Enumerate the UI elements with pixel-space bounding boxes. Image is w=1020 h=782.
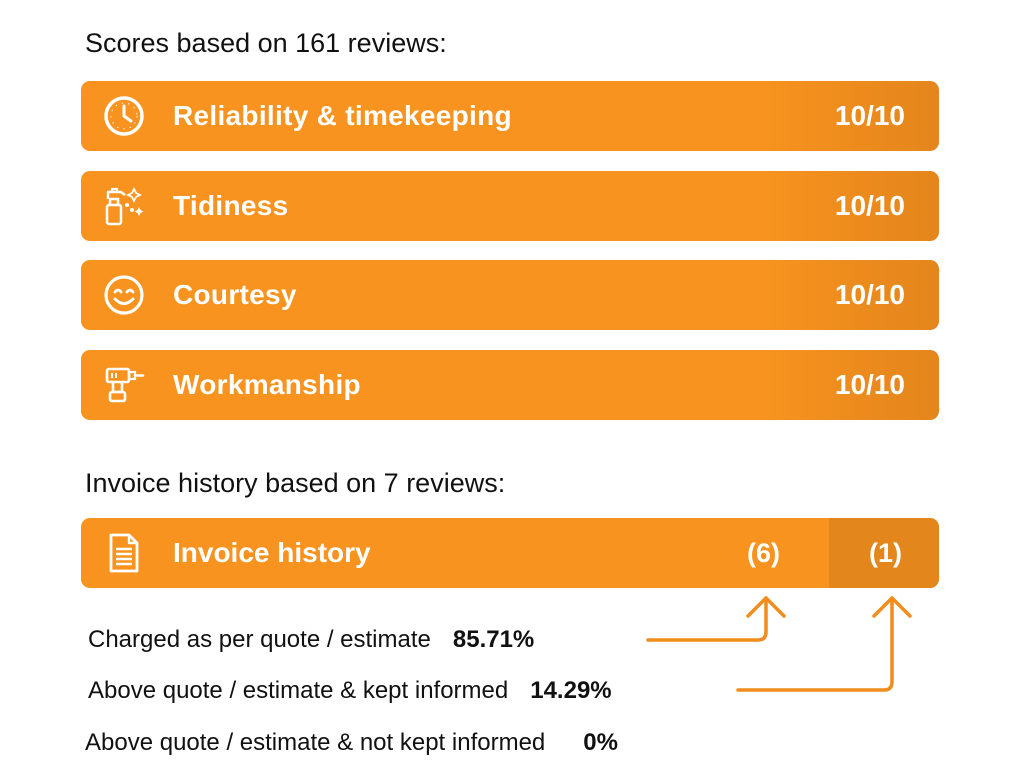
drill-icon: [103, 364, 145, 406]
stat-label: Above quote / estimate & kept informed: [88, 677, 509, 704]
arrowhead-above-informed: [872, 596, 912, 618]
smiley-icon: [103, 274, 145, 316]
score-bar-reliability: Reliability & timekeeping 10/10: [81, 81, 939, 151]
arrow-as-quoted: [646, 596, 768, 642]
invoice-history-label: Invoice history: [173, 537, 371, 568]
document-icon: [103, 532, 145, 574]
score-label: Courtesy: [173, 279, 297, 310]
stat-percentage: 0%: [583, 729, 618, 756]
score-bar-courtesy: Courtesy 10/10: [81, 260, 939, 330]
clock-icon: [103, 95, 145, 137]
stat-label: Charged as per quote / estimate: [88, 626, 431, 653]
stat-above-informed: Above quote / estimate & kept informed 14…: [88, 677, 612, 705]
arrowhead-as-quoted: [746, 596, 786, 618]
invoice-heading: Invoice history based on 7 reviews:: [85, 468, 506, 498]
stat-percentage: 14.29%: [530, 677, 612, 704]
score-label: Reliability & timekeeping: [173, 100, 512, 131]
score-value: 10/10: [834, 100, 905, 131]
stat-above-not-informed: Above quote / estimate & not kept inform…: [85, 729, 618, 757]
arrow-above-informed: [736, 596, 894, 692]
score-bar-workmanship: Workmanship 10/10: [81, 350, 939, 420]
stat-percentage: 85.71%: [452, 626, 535, 653]
score-value: 10/10: [834, 369, 905, 400]
invoice-count-as-quoted: (6): [747, 538, 780, 568]
stat-as-quoted: Charged as per quote / estimate 85.71%: [88, 626, 534, 654]
score-value: 10/10: [834, 279, 905, 310]
score-label: Workmanship: [173, 369, 361, 400]
score-label: Tidiness: [173, 190, 289, 221]
spray-bottle-icon: [103, 185, 145, 227]
stat-label: Above quote / estimate & not kept inform…: [85, 729, 546, 756]
score-value: 10/10: [834, 190, 905, 221]
invoice-segment-above: [829, 518, 939, 588]
invoice-count-above-quote: (1): [869, 538, 902, 568]
invoice-history-bar: Invoice history (6) (1): [81, 518, 939, 588]
scores-heading: Scores based on 161 reviews:: [85, 28, 447, 58]
score-bar-tidiness: Tidiness 10/10: [81, 171, 939, 241]
